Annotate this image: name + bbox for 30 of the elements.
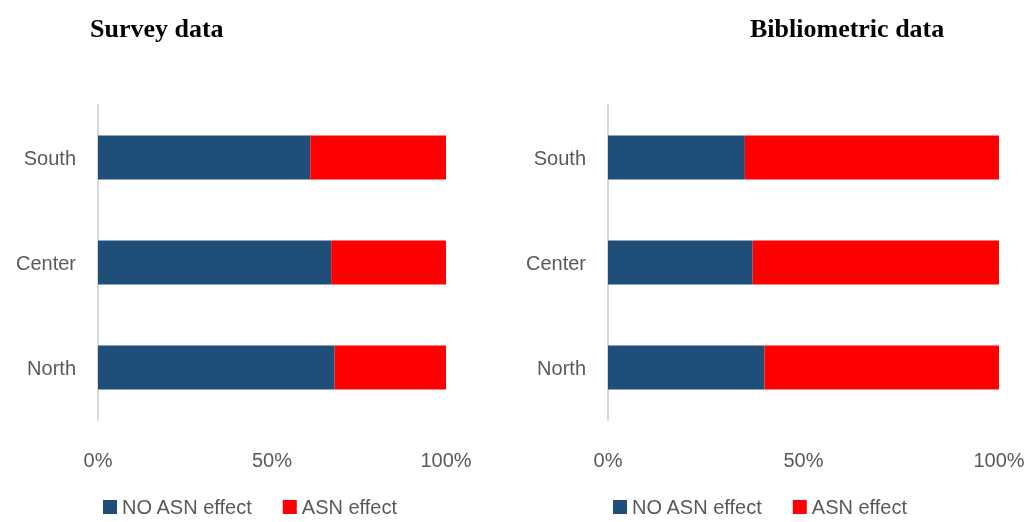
- bar: [310, 135, 446, 180]
- bar: [608, 345, 765, 390]
- bar: [752, 240, 999, 285]
- bar: [98, 345, 335, 390]
- legend-label: NO ASN effect: [122, 496, 253, 518]
- bar: [744, 135, 999, 180]
- bar: [608, 240, 753, 285]
- chart-title: Bibliometric data: [750, 13, 945, 43]
- y-tick-label: North: [537, 356, 586, 379]
- legend-label: NO ASN effect: [632, 496, 763, 518]
- bar: [608, 135, 745, 180]
- y-tick-label: North: [27, 356, 76, 379]
- x-tick-label: 50%: [783, 449, 824, 471]
- bar: [98, 135, 311, 180]
- y-tick-label: South: [533, 146, 586, 169]
- legend-label: ASN effect: [301, 496, 398, 518]
- bar: [98, 240, 332, 285]
- x-tick-label: 0%: [83, 449, 113, 471]
- bar: [764, 345, 999, 390]
- y-tick-label: Center: [15, 251, 77, 274]
- bar: [331, 240, 446, 285]
- x-tick-label: 0%: [593, 449, 623, 471]
- legend-label: ASN effect: [811, 496, 908, 518]
- x-tick-label: 50%: [251, 449, 293, 471]
- x-tick-label: 100%: [973, 449, 1025, 471]
- chart-title: Survey data: [90, 13, 224, 43]
- bar: [334, 345, 446, 390]
- y-tick-label: Center: [525, 251, 587, 274]
- x-tick-label: 100%: [420, 449, 472, 471]
- y-tick-label: South: [23, 146, 76, 169]
